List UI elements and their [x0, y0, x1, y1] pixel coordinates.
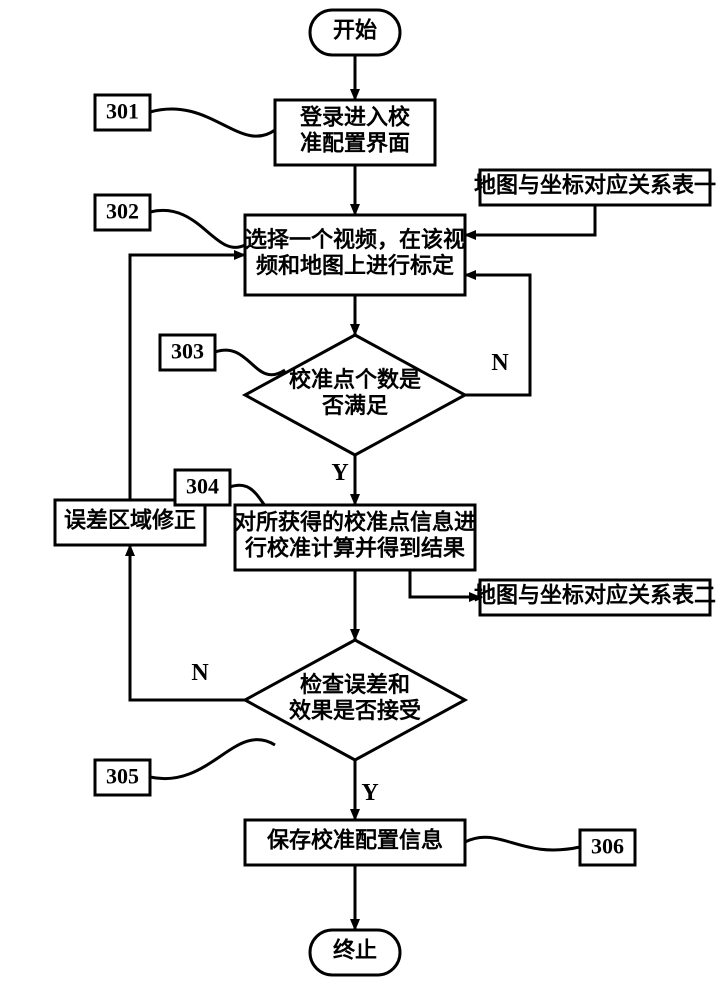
- process: 对所获得的校准点信息进行校准计算并得到结果: [234, 505, 476, 570]
- process: 误差区域修正: [55, 500, 205, 545]
- y2: Y: [361, 780, 378, 806]
- 304-to-tbl2: [410, 570, 480, 597]
- s302: 302: [95, 195, 150, 230]
- svg-text:检查误差和: 检查误差和: [300, 672, 410, 697]
- svg-text:频和地图上进行标定: 频和地图上进行标定: [256, 253, 454, 278]
- s303: 303: [160, 335, 215, 370]
- n2: N: [191, 660, 209, 686]
- c305: [150, 740, 275, 779]
- s306: 306: [580, 830, 635, 865]
- svg-text:否满足: 否满足: [321, 393, 388, 418]
- s304: 304: [175, 470, 230, 505]
- svg-text:302: 302: [106, 199, 139, 224]
- flowchart: 开始登录进入校准配置界面选择一个视频，在该视频和地图上进行标定校准点个数是否满足…: [0, 0, 725, 1000]
- svg-text:地图与坐标对应关系表二: 地图与坐标对应关系表二: [474, 583, 716, 608]
- tbl1-to-302: [465, 205, 595, 235]
- 305-N-to-errfix: [130, 545, 245, 700]
- s301: 301: [95, 95, 150, 130]
- svg-text:306: 306: [591, 834, 624, 859]
- svg-text:对所获得的校准点信息进: 对所获得的校准点信息进: [234, 510, 476, 535]
- process: 地图与坐标对应关系表一: [474, 170, 716, 205]
- svg-text:选择一个视频，在该视: 选择一个视频，在该视: [245, 227, 465, 252]
- svg-text:303: 303: [171, 339, 204, 364]
- svg-text:校准点个数是: 校准点个数是: [289, 367, 421, 392]
- svg-text:地图与坐标对应关系表一: 地图与坐标对应关系表一: [474, 173, 716, 198]
- svg-text:301: 301: [106, 99, 139, 124]
- c302: [150, 210, 245, 247]
- svg-text:开始: 开始: [333, 18, 377, 43]
- svg-text:误差区域修正: 误差区域修正: [64, 508, 196, 533]
- s305: 305: [95, 760, 150, 795]
- svg-text:304: 304: [186, 474, 219, 499]
- decision: 校准点个数是否满足: [245, 335, 465, 455]
- c301: [150, 109, 275, 136]
- n1: N: [491, 350, 509, 376]
- terminator: 开始: [310, 10, 400, 55]
- terminator: 终止: [310, 930, 400, 975]
- 303-N-to-302: [465, 275, 530, 395]
- svg-text:保存校准配置信息: 保存校准配置信息: [266, 828, 443, 853]
- svg-text:终止: 终止: [333, 938, 377, 963]
- c303: [215, 350, 285, 375]
- process: 登录进入校准配置界面: [275, 100, 435, 165]
- svg-text:行校准计算并得到结果: 行校准计算并得到结果: [244, 536, 465, 561]
- svg-text:305: 305: [106, 764, 139, 789]
- process: 选择一个视频，在该视频和地图上进行标定: [245, 215, 465, 295]
- process: 保存校准配置信息: [245, 820, 465, 865]
- c306: [465, 837, 580, 850]
- svg-text:效果是否接受: 效果是否接受: [289, 698, 421, 723]
- process: 地图与坐标对应关系表二: [474, 580, 716, 615]
- errfix-to-302: [130, 255, 245, 500]
- svg-text:登录进入校: 登录进入校: [299, 105, 411, 130]
- y1: Y: [331, 460, 348, 486]
- decision: 检查误差和效果是否接受: [245, 640, 465, 760]
- svg-text:准配置界面: 准配置界面: [300, 131, 410, 156]
